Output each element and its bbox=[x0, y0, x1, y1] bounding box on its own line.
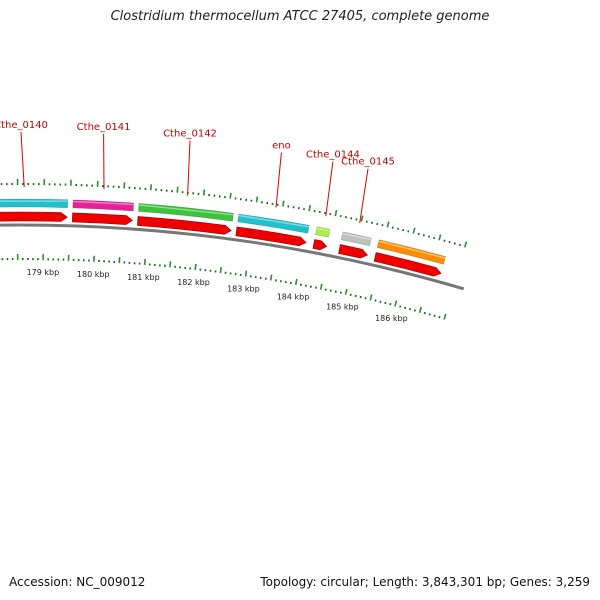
gene-cthe-0140-arrow bbox=[0, 211, 68, 222]
inner-minor-tick bbox=[423, 311, 426, 315]
outer-major-tick bbox=[438, 234, 442, 241]
gene-cthe-0140-bar bbox=[0, 198, 69, 209]
gene-cthe-0142-bar bbox=[138, 203, 234, 222]
outer-major-tick bbox=[149, 184, 152, 191]
gene-cthe-0142-bar-highlight bbox=[138, 204, 234, 216]
outer-major-tick bbox=[202, 189, 206, 196]
gene-cthe-0144-bar-highlight bbox=[316, 227, 330, 232]
gene-eno-label: eno bbox=[272, 141, 291, 152]
kbp-labels: 179 kbp 180 kbp 181 kbp 182 kbp 183 kbp 184 k… bbox=[27, 268, 408, 323]
inner-minor-tick bbox=[379, 300, 382, 303]
kbp-label-181: 181 kbp bbox=[127, 273, 160, 282]
outer-tick-ring bbox=[0, 179, 468, 248]
inner-major-tick bbox=[319, 283, 323, 290]
gene-cthe-0145-bar bbox=[340, 231, 372, 247]
gene-eno-leader-line bbox=[275, 152, 282, 208]
accession-text: Accession: NC_009012 bbox=[9, 575, 146, 589]
inner-minor-tick bbox=[404, 306, 407, 310]
outer-minor-tick bbox=[433, 236, 436, 240]
outer-minor-tick bbox=[428, 235, 431, 238]
inner-tick-ring bbox=[1, 254, 447, 320]
inner-major-tick bbox=[443, 313, 447, 320]
outer-minor-tick bbox=[422, 234, 425, 237]
inner-major-tick bbox=[269, 274, 273, 281]
gene-cthe-0144-leader-line bbox=[325, 161, 334, 217]
inner-major-tick bbox=[143, 259, 146, 266]
gene-cthe-0142-leader-line bbox=[187, 140, 191, 196]
outer-minor-tick bbox=[458, 243, 461, 247]
inner-minor-tick bbox=[413, 309, 416, 312]
gene-cthe-0144-label: Cthe_0144 bbox=[306, 150, 360, 161]
inner-minor-tick bbox=[389, 302, 392, 306]
outer-major-tick bbox=[334, 210, 338, 217]
kbp-label-185: 185 kbp bbox=[326, 303, 359, 312]
outer-major-tick bbox=[412, 227, 416, 234]
outer-minor-tick bbox=[453, 242, 456, 245]
outer-major-tick bbox=[255, 196, 259, 203]
outer-minor-tick bbox=[443, 239, 446, 242]
gene-cthe-0144-arrow bbox=[312, 239, 328, 251]
outer-minor-tick bbox=[402, 228, 405, 232]
outer-major-tick bbox=[360, 215, 364, 222]
kbp-label-180: 180 kbp bbox=[77, 270, 110, 279]
gene-features bbox=[0, 198, 446, 277]
inner-minor-tick bbox=[359, 295, 362, 299]
gene-cthe-0141-bar-highlight bbox=[72, 200, 134, 206]
inner-major-tick bbox=[394, 300, 398, 307]
gene-eno-arrow bbox=[235, 226, 307, 247]
gene-cthe-0145-label: Cthe_0145 bbox=[341, 157, 395, 168]
inner-major-tick bbox=[219, 266, 222, 274]
inner-minor-tick bbox=[409, 307, 412, 311]
gene-cthe-0145-bar-highlight bbox=[342, 232, 372, 241]
gene-cthe-0145-arrow bbox=[338, 244, 369, 259]
inner-major-tick bbox=[369, 294, 373, 301]
inner-major-tick bbox=[244, 270, 248, 277]
gene-unlabeled-7-arrow bbox=[373, 252, 442, 277]
gene-cthe-0145-leader-line bbox=[359, 168, 369, 224]
gene-cthe-0140-leader-line bbox=[20, 131, 25, 188]
gene-unlabeled-7-bar bbox=[376, 239, 446, 265]
gene-cthe-0144-bar bbox=[315, 226, 331, 238]
inner-major-tick bbox=[169, 261, 172, 268]
outer-major-tick bbox=[464, 241, 468, 248]
map-title: Clostridium thermocellum ATCC 27405, com… bbox=[110, 9, 490, 24]
genome-summary-text: Topology: circular; Length: 3,843,301 bp… bbox=[260, 575, 590, 589]
kbp-label-183: 183 kbp bbox=[227, 284, 260, 293]
genome-backbone bbox=[0, 223, 465, 291]
kbp-label-179: 179 kbp bbox=[27, 268, 60, 277]
inner-major-tick bbox=[344, 288, 348, 295]
outer-major-tick bbox=[386, 221, 390, 228]
kbp-label-184: 184 kbp bbox=[277, 293, 310, 302]
outer-minor-tick bbox=[407, 230, 410, 233]
outer-major-tick bbox=[282, 200, 285, 207]
inner-major-tick bbox=[194, 263, 197, 271]
gene-eno-bar bbox=[237, 213, 310, 234]
outer-major-tick bbox=[308, 205, 311, 212]
gene-cthe-0141-label: Cthe_0141 bbox=[77, 122, 131, 133]
kbp-label-186: 186 kbp bbox=[375, 314, 408, 323]
gene-cthe-0141-bar bbox=[72, 199, 135, 212]
outer-major-tick bbox=[176, 186, 179, 193]
inner-minor-tick bbox=[433, 314, 436, 318]
inner-minor-tick bbox=[428, 313, 431, 316]
gene-cthe-0142-label: Cthe_0142 bbox=[163, 129, 217, 140]
inner-major-tick bbox=[294, 278, 298, 286]
kbp-label-182: 182 kbp bbox=[177, 278, 210, 287]
outer-minor-tick bbox=[448, 240, 451, 244]
gene-unlabeled-7-bar-highlight bbox=[378, 240, 446, 259]
gene-eno-bar-highlight bbox=[238, 214, 310, 228]
inner-major-tick bbox=[418, 306, 422, 314]
gene-cthe-0140-label: Cthe_0140 bbox=[0, 120, 48, 131]
gene-cthe-0142-arrow bbox=[137, 216, 232, 235]
gene-cthe-0141-arrow bbox=[71, 212, 134, 225]
inner-minor-tick bbox=[438, 315, 441, 319]
outer-major-tick bbox=[229, 192, 232, 199]
